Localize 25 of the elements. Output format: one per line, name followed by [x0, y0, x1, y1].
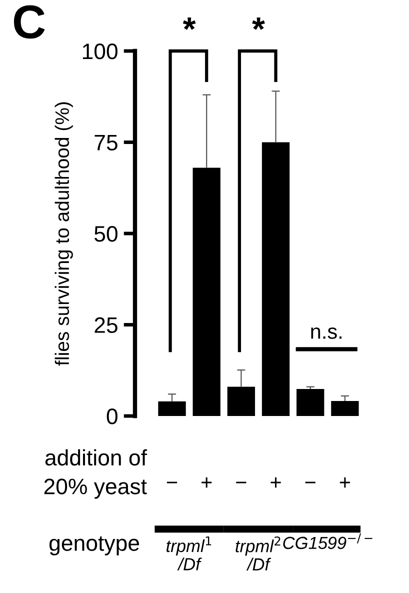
text: genotype — [50, 536, 140, 556]
text: trpml$^{2}$ /Df — [236, 536, 280, 571]
x-tick-label: − — [236, 482, 246, 484]
x-tick-label: − — [166, 482, 178, 484]
y-axis-title: flies surviving to adulthood (%) — [54, 102, 73, 366]
text: C — [14, 5, 45, 39]
bar — [227, 386, 256, 416]
y-tick-label: 0 — [106, 408, 118, 424]
annotation: n.s. — [311, 327, 342, 339]
bar — [296, 388, 324, 416]
text: * — [252, 18, 265, 30]
y-tick-label: 25 — [94, 317, 118, 334]
text: * — [182, 18, 196, 30]
text: addition of 20% yeast — [44, 449, 148, 499]
x-tick-label: + — [202, 477, 212, 488]
x-tick-label: − — [305, 482, 316, 484]
text: CG1599$^{−/−}$ — [283, 533, 372, 550]
x-tick-label: + — [270, 477, 281, 488]
y-tick-label: 100 — [82, 44, 118, 60]
bar — [331, 401, 359, 416]
y-tick-label: 50 — [94, 226, 118, 242]
bar — [158, 401, 186, 416]
text: trpml$^{1}$ /Df — [166, 536, 212, 570]
x-tick-label: + — [340, 477, 350, 488]
y-tick-label: 75 — [94, 135, 118, 151]
